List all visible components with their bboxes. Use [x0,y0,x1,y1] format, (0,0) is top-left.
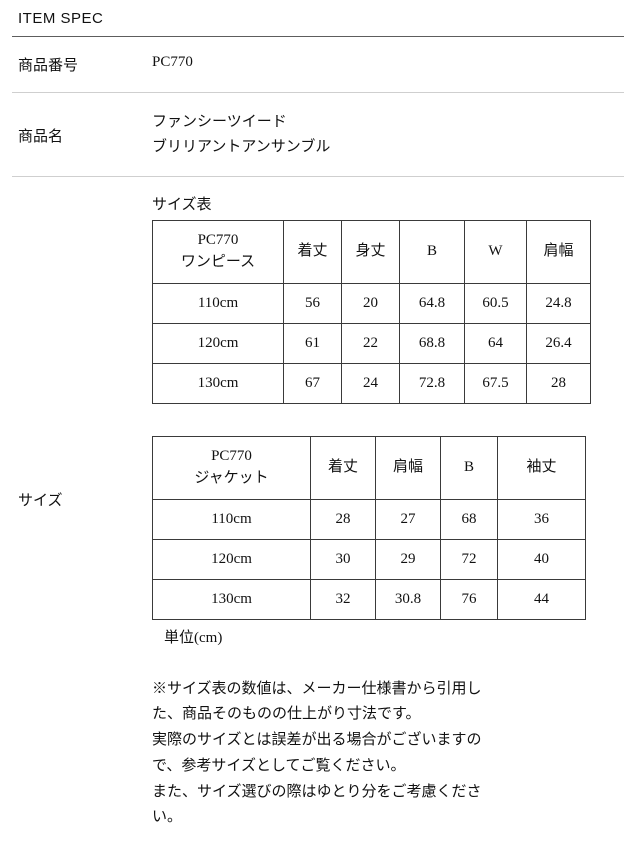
note-line: また、サイズ選びの際はゆとり分をご考慮くださ [152,780,624,806]
product-name-line-1: ファンシーツイード [152,110,624,135]
spec-row-size: サイズ サイズ表 PC770 ワンピース 着丈 身丈 B W 肩幅 [12,177,624,845]
table-corner-cell: PC770 ワンピース [153,220,284,283]
cell-value: 24.8 [527,283,591,323]
note-line: 実際のサイズとは誤差が出る場合がございますの [152,728,624,754]
label-product-code: 商品番号 [12,37,152,92]
table-header-row: PC770 ワンピース 着丈 身丈 B W 肩幅 [153,220,591,283]
cell-value: 28 [527,363,591,403]
cell-value: 72 [441,539,498,579]
note-line: ※サイズ表の数値は、メーカー仕様書から引用し [152,677,624,703]
cell-value: 40 [498,539,586,579]
column-header: B [400,220,465,283]
cell-value: 20 [342,283,400,323]
cell-value: 60.5 [465,283,527,323]
row-size-label: 120cm [153,323,284,363]
row-size-label: 110cm [153,499,311,539]
column-header: 着丈 [284,220,342,283]
cell-value: 30.8 [376,579,441,619]
table-header-row: PC770 ジャケット 着丈 肩幅 B 袖丈 [153,436,586,499]
cell-value: 44 [498,579,586,619]
column-header: 着丈 [311,436,376,499]
size-chart-heading: サイズ表 [152,193,624,214]
label-size: サイズ [12,177,152,510]
cell-value: 56 [284,283,342,323]
spec-row-product-name: 商品名 ファンシーツイード ブリリアントアンサンブル [12,93,624,176]
cell-value: 29 [376,539,441,579]
value-size: サイズ表 PC770 ワンピース 着丈 身丈 B W 肩幅 [152,177,624,845]
cell-value: 26.4 [527,323,591,363]
table-row: 130cm 32 30.8 76 44 [153,579,586,619]
table-corner-cell: PC770 ジャケット [153,436,311,499]
product-name-line-2: ブリリアントアンサンブル [152,135,624,160]
cell-value: 32 [311,579,376,619]
note-line: い。 [152,805,624,831]
cell-value: 68.8 [400,323,465,363]
cell-value: 67.5 [465,363,527,403]
cell-value: 68 [441,499,498,539]
value-product-code: PC770 [152,37,624,88]
unit-note: 単位(cm) [152,620,624,647]
table-spacer [152,404,624,436]
corner-line-1: PC770 [154,230,282,252]
cell-value: 27 [376,499,441,539]
column-header: 身丈 [342,220,400,283]
cell-value: 30 [311,539,376,579]
cell-value: 61 [284,323,342,363]
table-row: 130cm 67 24 72.8 67.5 28 [153,363,591,403]
corner-line-1: PC770 [154,446,309,468]
table-row: 120cm 30 29 72 40 [153,539,586,579]
column-header: 袖丈 [498,436,586,499]
row-size-label: 120cm [153,539,311,579]
cell-value: 64.8 [400,283,465,323]
label-product-name: 商品名 [12,93,152,146]
spec-row-product-code: 商品番号 PC770 [12,37,624,92]
corner-line-2: ジャケット [154,468,309,490]
cell-value: 67 [284,363,342,403]
table-row: 110cm 28 27 68 36 [153,499,586,539]
row-size-label: 130cm [153,363,284,403]
cell-value: 28 [311,499,376,539]
note-line: で、参考サイズとしてご覧ください。 [152,754,624,780]
cell-value: 64 [465,323,527,363]
note-line: た、商品そのものの仕上がり寸法です。 [152,702,624,728]
size-notes: ※サイズ表の数値は、メーカー仕様書から引用し た、商品そのものの仕上がり寸法です… [152,647,624,832]
cell-value: 72.8 [400,363,465,403]
column-header: W [465,220,527,283]
column-header: 肩幅 [376,436,441,499]
cell-value: 22 [342,323,400,363]
row-size-label: 110cm [153,283,284,323]
table-row: 120cm 61 22 68.8 64 26.4 [153,323,591,363]
value-product-name: ファンシーツイード ブリリアントアンサンブル [152,93,624,176]
size-table-onepiece: PC770 ワンピース 着丈 身丈 B W 肩幅 110cm 56 20 [152,220,591,404]
table-row: 110cm 56 20 64.8 60.5 24.8 [153,283,591,323]
cell-value: 76 [441,579,498,619]
row-size-label: 130cm [153,579,311,619]
cell-value: 36 [498,499,586,539]
column-header: 肩幅 [527,220,591,283]
corner-line-2: ワンピース [154,252,282,274]
column-header: B [441,436,498,499]
size-table-jacket: PC770 ジャケット 着丈 肩幅 B 袖丈 110cm 28 27 68 [152,436,586,620]
page-title: ITEM SPEC [12,0,624,36]
cell-value: 24 [342,363,400,403]
